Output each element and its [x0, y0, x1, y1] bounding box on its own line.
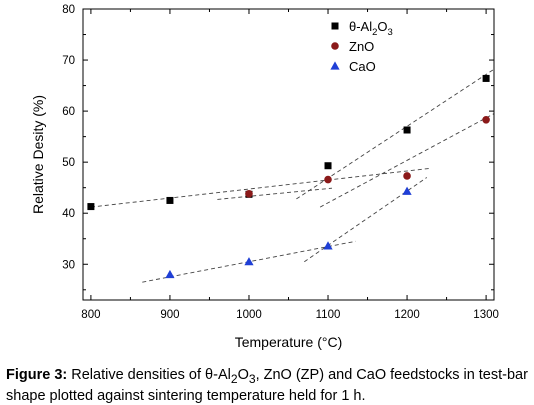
x-tick-label-1000: 1000: [236, 309, 262, 321]
y-tick-label-80: 80: [62, 4, 75, 16]
trend-line-3: [217, 187, 333, 200]
x-tick-label-1300: 1300: [473, 309, 499, 321]
legend-label-al2o3: θ-Al2O3: [349, 19, 393, 38]
y-tick-label-30: 30: [62, 259, 75, 271]
figure-caption: Figure 3: Relative densities of θ-Al2O3,…: [6, 367, 530, 405]
x-tick-label-900: 900: [160, 309, 179, 321]
zno-point-1300: [482, 115, 490, 124]
cao-point-1000: [244, 257, 254, 266]
caption-subscript-1: 2: [230, 371, 238, 386]
legend-label-zno: ZnO: [349, 39, 374, 54]
trend-line-2: [296, 68, 495, 200]
al2o3-point-1300: [482, 74, 490, 82]
cao-point-1200: [402, 186, 412, 195]
axis-ticks: 800 900 1000 1100 1200 1300 30 40 50 60 70 80: [62, 4, 499, 321]
legend-label-part: 2: [372, 27, 377, 38]
caption-lead: Figure 3:: [6, 367, 68, 383]
cao-point-900: [165, 269, 175, 279]
legend-marker-al2o3: [331, 22, 339, 30]
relative-density-chart: 800 900 1000 1100 1200 1300 30 40 50 60 70 80 Tempe…: [30, 4, 499, 350]
zno-point-1100: [324, 175, 332, 184]
plot-area-frame: [82, 8, 495, 301]
caption-text-2: O: [237, 367, 249, 383]
caption-text-1: Relative densities of θ-Al: [67, 367, 231, 383]
al2o3-point-800: [87, 203, 95, 211]
x-tick-label-1100: 1100: [316, 309, 341, 321]
y-tick-label-60: 60: [62, 106, 75, 118]
x-tick-label-1200: 1200: [394, 309, 420, 321]
zno-point-1200: [403, 172, 411, 180]
al2o3-point-1200: [403, 126, 411, 134]
y-tick-label-70: 70: [62, 55, 75, 67]
caption-text-3: , ZnO (ZP) and CaO feedstocks in test-ba…: [6, 367, 528, 404]
trend-line-1: [90, 167, 431, 208]
data-points: [87, 74, 490, 279]
trend-lines: [90, 68, 495, 283]
trend-line-4: [319, 113, 495, 208]
x-tick-label-800: 800: [81, 309, 100, 321]
caption-subscript-2: 3: [248, 371, 256, 386]
legend-label-part: O: [377, 19, 387, 34]
legend-label-part: θ-Al: [349, 19, 372, 34]
y-tick-label-50: 50: [62, 157, 75, 169]
cao-point-1100: [323, 241, 333, 250]
al2o3-point-1100: [324, 162, 332, 170]
legend-label-part: 3: [388, 27, 393, 38]
x-axis-label: Temperature (°C): [235, 334, 343, 350]
legend-marker-cao: [330, 61, 340, 70]
zno-point-1000: [245, 190, 253, 198]
al2o3-point-900: [166, 196, 174, 204]
legend-label-cao: CaO: [349, 59, 376, 74]
legend-marker-zno: [331, 42, 339, 50]
y-axis-label: Relative Desity (%): [30, 95, 46, 214]
y-tick-label-40: 40: [62, 208, 75, 220]
